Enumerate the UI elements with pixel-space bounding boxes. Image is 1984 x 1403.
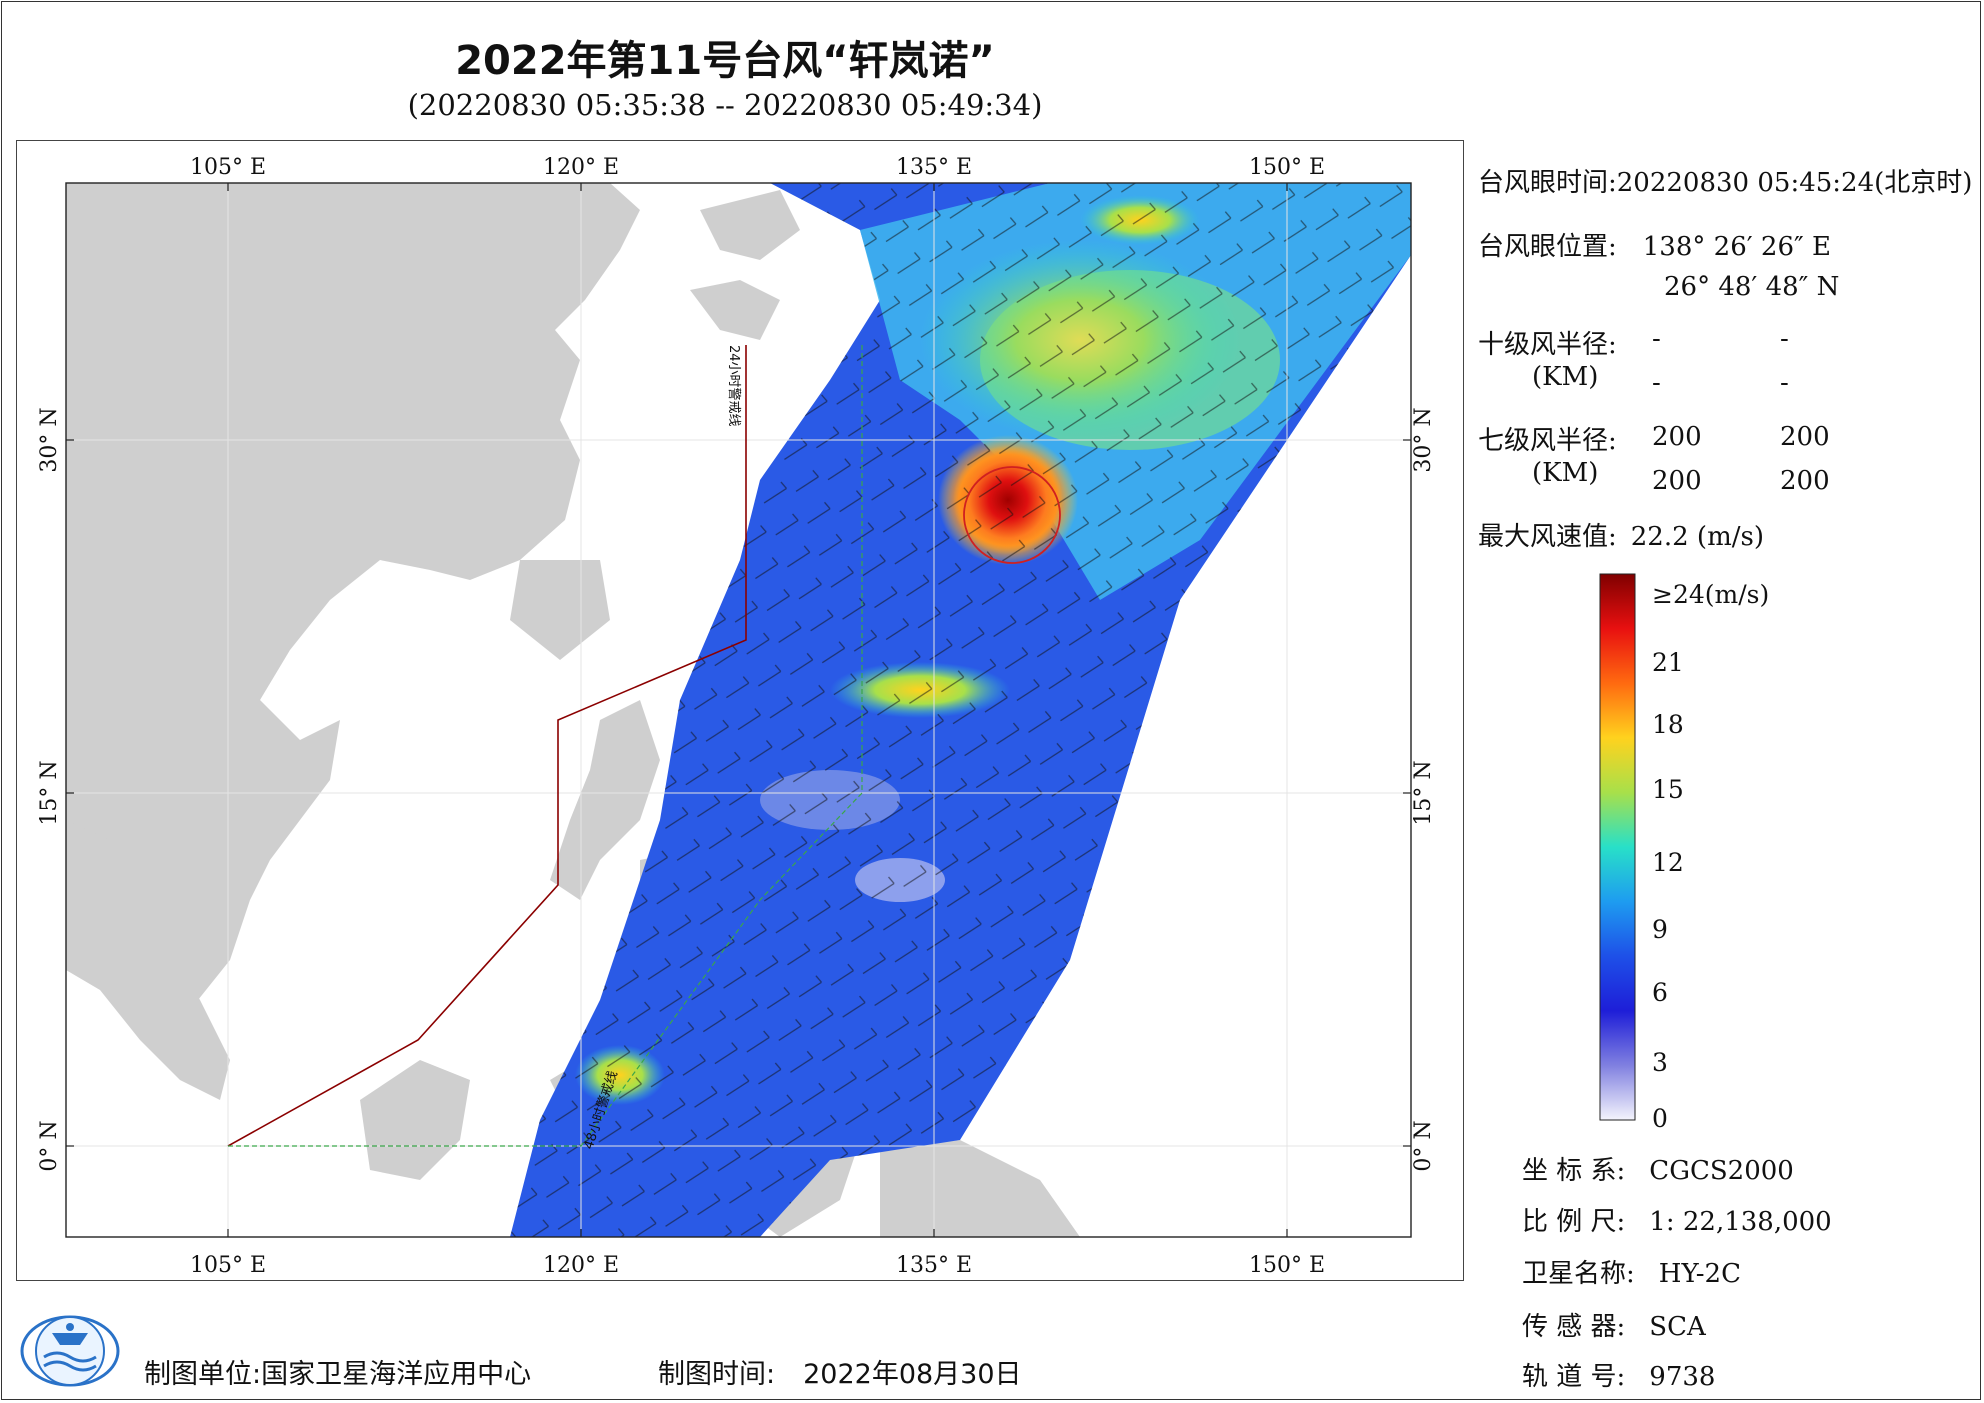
map-border	[65, 182, 1412, 1238]
colorbar-label-21: 21	[1652, 648, 1684, 677]
lat-label-left-15: 15° N	[37, 760, 62, 825]
date-label: 制图时间:	[658, 1359, 776, 1390]
r7-value-4: 200	[1780, 466, 1830, 496]
crs-value: CGCS2000	[1649, 1156, 1794, 1186]
footer-org: 制图单位:国家卫星海洋应用中心	[144, 1352, 531, 1391]
footer-date: 制图时间: 2022年08月30日	[658, 1352, 1022, 1391]
sensor-row: 传 感 器: SCA	[1522, 1306, 1706, 1343]
lon-label-bottom-150: 150° E	[1249, 1253, 1325, 1278]
eye-position-row: 台风眼位置: 138° 26′ 26″ E	[1478, 226, 1831, 263]
seven-level-wind-circle[interactable]	[963, 466, 1061, 564]
satellite-label: 卫星名称:	[1522, 1259, 1635, 1289]
org-label: 制图单位:	[144, 1359, 262, 1390]
map-title: 2022年第11号台风“轩岚诺”	[455, 38, 995, 84]
map-canvas	[66, 183, 1411, 1237]
map-panel	[16, 140, 1464, 1281]
colorbar-label-18: 18	[1652, 710, 1684, 739]
r10-value-4: -	[1780, 368, 1789, 398]
eye-latitude: 26° 48′ 48″ N	[1664, 272, 1840, 302]
colorbar-label-3: 3	[1652, 1048, 1668, 1077]
r10-label: 十级风半径:	[1478, 330, 1617, 360]
warning-24h-label: 24小时警戒线	[726, 345, 742, 427]
colorbar-top-label: ≥24(m/s)	[1652, 580, 1770, 609]
eye-time-value: 20220830 05:45:24(北京时)	[1616, 168, 1973, 198]
max-wind-value: 22.2 (m/s)	[1630, 522, 1764, 552]
eye-time-row: 台风眼时间:20220830 05:45:24(北京时)	[1478, 162, 1972, 199]
scale-value: 1: 22,138,000	[1649, 1207, 1832, 1237]
eye-position-label: 台风眼位置:	[1478, 232, 1617, 262]
lon-label-top-135: 135° E	[896, 155, 972, 180]
warning-line-24h	[227, 345, 747, 1147]
axis-ticks	[66, 183, 1411, 1237]
wind-barbs	[510, 183, 1411, 1237]
lon-label-bottom-120: 120° E	[543, 1253, 619, 1278]
lat-label-left-30: 30° N	[37, 407, 62, 472]
sensor-label: 传 感 器:	[1522, 1312, 1626, 1342]
orbit-row: 轨 道 号: 9738	[1522, 1356, 1715, 1393]
orbit-value: 9738	[1649, 1362, 1716, 1392]
scale-row: 比 例 尺: 1: 22,138,000	[1522, 1201, 1832, 1238]
nsoas-logo-icon	[20, 1315, 120, 1387]
colorbar-label-15: 15	[1652, 775, 1684, 804]
r10-value-2: -	[1780, 324, 1789, 354]
lon-label-bottom-105: 105° E	[190, 1253, 266, 1278]
crs-label: 坐 标 系:	[1522, 1156, 1626, 1186]
r7-value-3: 200	[1652, 466, 1702, 496]
colorbar-label-0: 0	[1652, 1104, 1668, 1133]
max-wind-row: 最大风速值: 22.2 (m/s)	[1478, 516, 1764, 553]
r7-label: 七级风半径:	[1478, 426, 1617, 456]
warning-line-48h	[228, 345, 863, 1147]
scale-label: 比 例 尺:	[1522, 1207, 1626, 1237]
sensor-value: SCA	[1649, 1312, 1706, 1342]
lat-label-right-15: 15° N	[1411, 760, 1436, 825]
wind-swath	[510, 183, 1411, 1237]
lon-label-top-105: 105° E	[190, 155, 266, 180]
r10-unit: (KM)	[1532, 362, 1599, 392]
date-value: 2022年08月30日	[803, 1359, 1022, 1390]
lat-label-right-30: 30° N	[1411, 407, 1436, 472]
colorbar-label-9: 9	[1652, 915, 1668, 944]
colorbar-label-12: 12	[1652, 848, 1684, 877]
crs-row: 坐 标 系: CGCS2000	[1522, 1150, 1794, 1187]
eye-longitude: 138° 26′ 26″ E	[1642, 232, 1831, 262]
lat-label-right-0: 0° N	[1411, 1120, 1436, 1171]
r10-value-1: -	[1652, 324, 1661, 354]
colorbar	[1599, 573, 1636, 1121]
r7-value-2: 200	[1780, 422, 1830, 452]
colorbar-label-6: 6	[1652, 978, 1668, 1007]
max-wind-label: 最大风速值:	[1478, 522, 1617, 552]
eye-time-label: 台风眼时间:	[1478, 168, 1617, 198]
graticule	[66, 183, 1411, 1237]
satellite-row: 卫星名称: HY-2C	[1522, 1253, 1741, 1290]
lon-label-bottom-135: 135° E	[896, 1253, 972, 1278]
org-value: 国家卫星海洋应用中心	[261, 1359, 532, 1390]
r7-unit: (KM)	[1532, 458, 1599, 488]
r10-value-3: -	[1652, 368, 1661, 398]
lon-label-top-150: 150° E	[1249, 155, 1325, 180]
r7-value-1: 200	[1652, 422, 1702, 452]
lat-label-left-0: 0° N	[37, 1120, 62, 1171]
time-range: (20220830 05:35:38 -- 20220830 05:49:34)	[407, 88, 1043, 122]
orbit-label: 轨 道 号:	[1522, 1362, 1626, 1392]
satellite-value: HY-2C	[1658, 1259, 1741, 1289]
lon-label-top-120: 120° E	[543, 155, 619, 180]
